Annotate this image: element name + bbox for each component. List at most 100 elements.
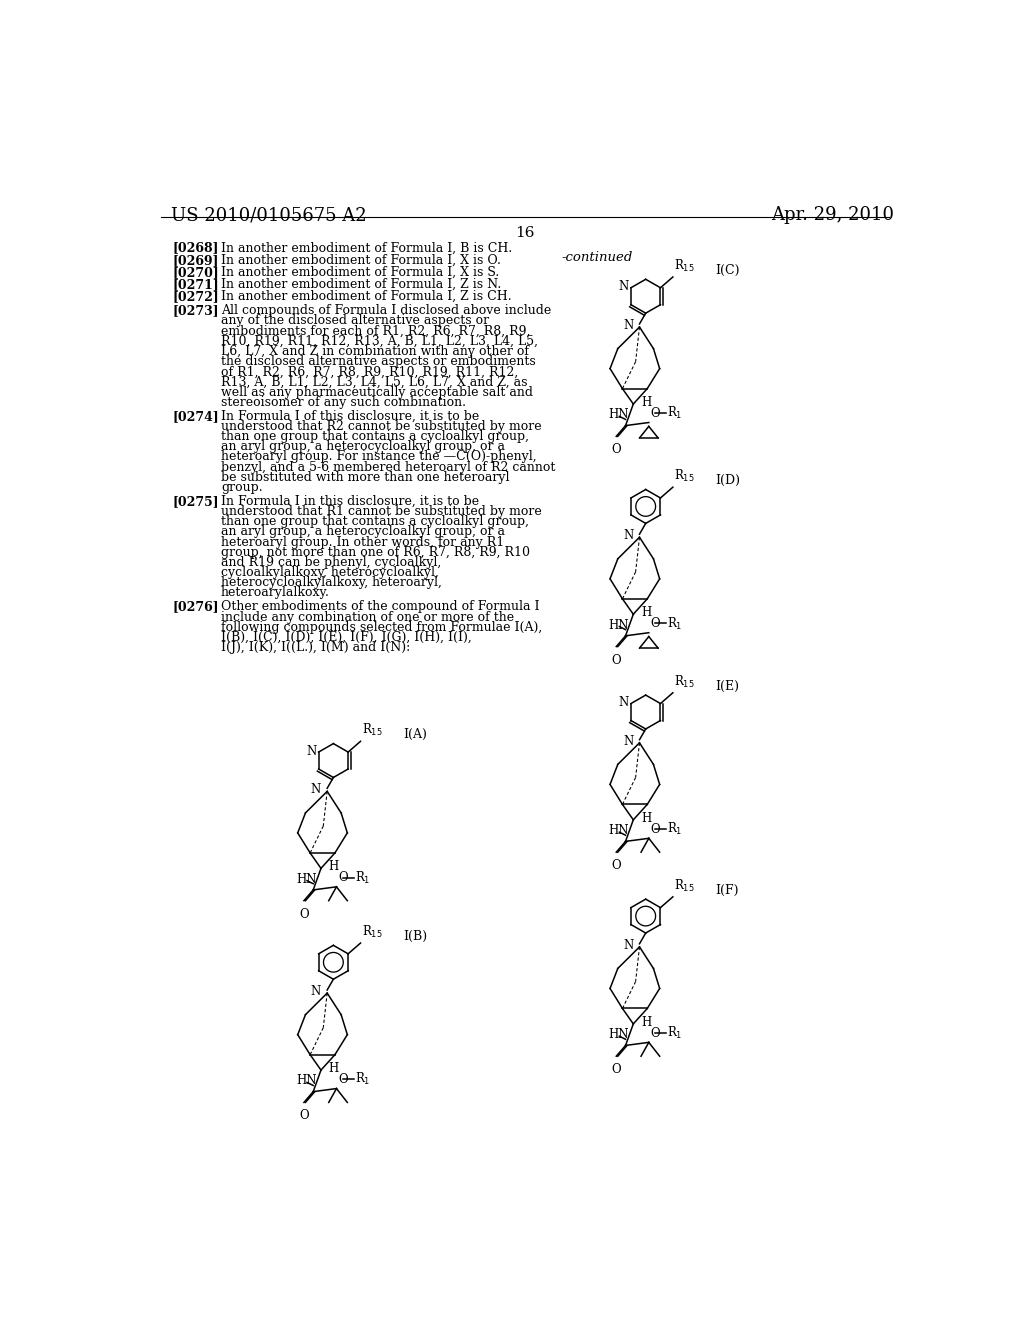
Text: O: O <box>611 444 622 457</box>
Text: I(J), I(K), I((L.), I(M) and I(N):: I(J), I(K), I((L.), I(M) and I(N): <box>221 642 411 655</box>
Text: In Formula I of this disclosure, it is to be: In Formula I of this disclosure, it is t… <box>221 409 479 422</box>
Text: O: O <box>611 859 622 873</box>
Text: N: N <box>310 985 321 998</box>
Text: I(E): I(E) <box>716 680 739 693</box>
Text: Apr. 29, 2010: Apr. 29, 2010 <box>771 206 894 224</box>
Text: N: N <box>623 529 633 543</box>
Text: 16: 16 <box>515 226 535 240</box>
Text: H: H <box>641 812 651 825</box>
Text: I(B): I(B) <box>403 931 427 942</box>
Text: O: O <box>299 1109 309 1122</box>
Text: [0273]: [0273] <box>173 305 219 317</box>
Text: R13, A, B, L1, L2, L3, L4, L5, L6, L7, X and Z, as: R13, A, B, L1, L2, L3, L4, L5, L6, L7, X… <box>221 375 527 388</box>
Text: R$_1$: R$_1$ <box>668 405 683 421</box>
Text: In Formula I in this disclosure, it is to be: In Formula I in this disclosure, it is t… <box>221 495 479 508</box>
Text: R$_{15}$: R$_{15}$ <box>675 469 695 484</box>
Text: N: N <box>306 744 316 758</box>
Text: N: N <box>623 735 633 748</box>
Text: I(F): I(F) <box>716 884 739 896</box>
Text: H: H <box>329 861 339 874</box>
Text: R$_{15}$: R$_{15}$ <box>362 924 383 940</box>
Text: HN: HN <box>296 1074 316 1088</box>
Text: R$_1$: R$_1$ <box>355 1072 371 1088</box>
Text: [0275]: [0275] <box>173 495 219 508</box>
Text: [0268]: [0268] <box>173 242 219 255</box>
Text: US 2010/0105675 A2: US 2010/0105675 A2 <box>171 206 367 224</box>
Text: N: N <box>618 696 629 709</box>
Text: O: O <box>338 1073 348 1086</box>
Text: O: O <box>650 407 660 420</box>
Text: O: O <box>650 822 660 836</box>
Text: H: H <box>329 1063 339 1074</box>
Text: of R1, R2, R6, R7, R8, R9, R10, R19, R11, R12,: of R1, R2, R6, R7, R8, R9, R10, R19, R11… <box>221 366 518 379</box>
Text: H: H <box>641 606 651 619</box>
Text: R$_1$: R$_1$ <box>355 870 371 886</box>
Text: HN: HN <box>608 1028 629 1041</box>
Text: HN: HN <box>608 408 629 421</box>
Text: [0276]: [0276] <box>173 601 219 614</box>
Text: -continued: -continued <box>562 251 634 264</box>
Text: heterocycloalkylalkoxy, heteroaryl,: heterocycloalkylalkoxy, heteroaryl, <box>221 577 442 589</box>
Text: In another embodiment of Formula I, X is O.: In another embodiment of Formula I, X is… <box>221 253 501 267</box>
Text: Other embodiments of the compound of Formula I: Other embodiments of the compound of For… <box>221 601 540 614</box>
Text: embodiments for each of R1, R2, R6, R7, R8, R9,: embodiments for each of R1, R2, R6, R7, … <box>221 325 530 338</box>
Text: well as any pharmaceutically acceptable salt and: well as any pharmaceutically acceptable … <box>221 385 534 399</box>
Text: [0269]: [0269] <box>173 253 219 267</box>
Text: In another embodiment of Formula I, Z is N.: In another embodiment of Formula I, Z is… <box>221 277 502 290</box>
Text: H: H <box>641 396 651 409</box>
Text: than one group that contains a cycloalkyl group,: than one group that contains a cycloalky… <box>221 515 529 528</box>
Text: [0272]: [0272] <box>173 290 220 302</box>
Text: any of the disclosed alternative aspects or: any of the disclosed alternative aspects… <box>221 314 489 327</box>
Text: cycloalkylalkoxy, heterocycloalkyl,: cycloalkylalkoxy, heterocycloalkyl, <box>221 566 439 579</box>
Text: [0271]: [0271] <box>173 277 220 290</box>
Text: HN: HN <box>608 824 629 837</box>
Text: an aryl group, a heterocycloalkyl group, or a: an aryl group, a heterocycloalkyl group,… <box>221 441 505 453</box>
Text: and R19 can be phenyl, cycloalkyl,: and R19 can be phenyl, cycloalkyl, <box>221 556 441 569</box>
Text: In another embodiment of Formula I, X is S.: In another embodiment of Formula I, X is… <box>221 265 500 279</box>
Text: I(B), I(C), I(D), I(E), I(F), I(G), I(H), I(I),: I(B), I(C), I(D), I(E), I(F), I(G), I(H)… <box>221 631 472 644</box>
Text: [0274]: [0274] <box>173 409 220 422</box>
Text: N: N <box>623 319 633 333</box>
Text: O: O <box>650 616 660 630</box>
Text: HN: HN <box>608 619 629 631</box>
Text: I(D): I(D) <box>716 474 740 487</box>
Text: O: O <box>611 1063 622 1076</box>
Text: I(C): I(C) <box>716 264 740 277</box>
Text: L6, L7, X and Z in combination with any other of: L6, L7, X and Z in combination with any … <box>221 345 529 358</box>
Text: R$_{15}$: R$_{15}$ <box>675 878 695 894</box>
Text: O: O <box>611 653 622 667</box>
Text: following compounds selected from Formulae I(A),: following compounds selected from Formul… <box>221 620 543 634</box>
Text: be substituted with more than one heteroaryl: be substituted with more than one hetero… <box>221 471 510 484</box>
Text: HN: HN <box>296 873 316 886</box>
Text: H: H <box>641 1016 651 1028</box>
Text: N: N <box>623 939 633 952</box>
Text: R$_{15}$: R$_{15}$ <box>362 722 383 738</box>
Text: an aryl group, a heterocycloalkyl group, or a: an aryl group, a heterocycloalkyl group,… <box>221 525 505 539</box>
Text: group, not more than one of R6, R7, R8, R9, R10: group, not more than one of R6, R7, R8, … <box>221 545 530 558</box>
Text: R$_{15}$: R$_{15}$ <box>675 257 695 275</box>
Text: N: N <box>618 280 629 293</box>
Text: include any combination of one or more of the: include any combination of one or more o… <box>221 611 514 623</box>
Text: R$_{15}$: R$_{15}$ <box>675 673 695 689</box>
Text: heteroaryl group. In other words, for any R1: heteroaryl group. In other words, for an… <box>221 536 504 549</box>
Text: than one group that contains a cycloalkyl group,: than one group that contains a cycloalky… <box>221 430 529 444</box>
Text: group.: group. <box>221 480 262 494</box>
Text: O: O <box>650 1027 660 1040</box>
Text: In another embodiment of Formula I, Z is CH.: In another embodiment of Formula I, Z is… <box>221 290 512 302</box>
Text: stereoisomer of any such combination.: stereoisomer of any such combination. <box>221 396 466 409</box>
Text: benzyl, and a 5-6 membered heteroaryl of R2 cannot: benzyl, and a 5-6 membered heteroaryl of… <box>221 461 555 474</box>
Text: understood that R1 cannot be substituted by more: understood that R1 cannot be substituted… <box>221 506 542 519</box>
Text: I(A): I(A) <box>403 729 427 742</box>
Text: heteroarylalkoxy.: heteroarylalkoxy. <box>221 586 330 599</box>
Text: All compounds of Formula I disclosed above include: All compounds of Formula I disclosed abo… <box>221 305 551 317</box>
Text: R$_1$: R$_1$ <box>668 615 683 631</box>
Text: [0270]: [0270] <box>173 265 220 279</box>
Text: understood that R2 cannot be substituted by more: understood that R2 cannot be substituted… <box>221 420 542 433</box>
Text: R10, R19, R11, R12, R13, A, B, L1, L2, L3, L4, L5,: R10, R19, R11, R12, R13, A, B, L1, L2, L… <box>221 335 538 347</box>
Text: O: O <box>299 908 309 920</box>
Text: N: N <box>310 783 321 796</box>
Text: R$_1$: R$_1$ <box>668 1026 683 1041</box>
Text: heteroaryl group. For instance the —C(O)-phenyl,: heteroaryl group. For instance the —C(O)… <box>221 450 537 463</box>
Text: the disclosed alternative aspects or embodiments: the disclosed alternative aspects or emb… <box>221 355 536 368</box>
Text: In another embodiment of Formula I, B is CH.: In another embodiment of Formula I, B is… <box>221 242 512 255</box>
